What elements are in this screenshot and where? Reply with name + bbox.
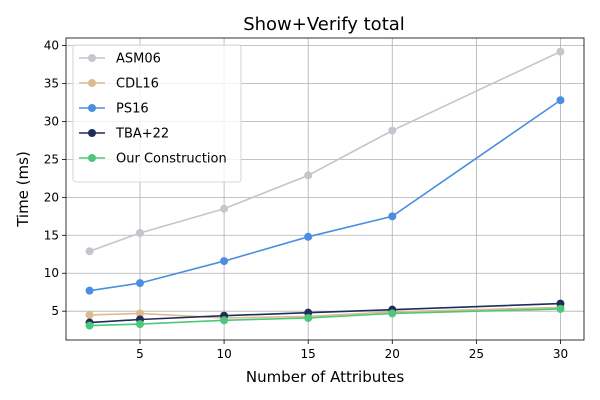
y-tick-label: 25 [44, 152, 59, 166]
series-line-tba-22 [89, 302, 561, 324]
y-tick-label: 30 [44, 114, 59, 128]
y-tick-label: 20 [44, 190, 59, 204]
y-axis-label: Time (ms) [14, 151, 32, 228]
legend-item: CDL16 [79, 77, 159, 92]
legend-item: TBA+22 [79, 127, 169, 142]
data-point-ps16 [136, 279, 144, 288]
x-tick-label: 5 [136, 347, 144, 361]
series-line-ps16 [89, 99, 561, 292]
data-point-ps16 [85, 286, 94, 295]
data-point-our-construction [85, 321, 94, 330]
data-point-cdl16 [136, 309, 144, 318]
data-point-asm06 [220, 204, 229, 213]
x-tick-label: 10 [216, 347, 231, 361]
data-point-asm06 [556, 47, 565, 56]
data-point-asm06 [388, 126, 397, 135]
x-tick-label: 30 [553, 347, 568, 361]
legend-label: CDL16 [116, 77, 159, 92]
legend-marker [88, 79, 96, 87]
data-point-our-construction [556, 304, 565, 313]
series-line-asm06 [89, 50, 561, 252]
x-tick-label: 20 [385, 347, 400, 361]
legend-item: ASM06 [79, 52, 161, 67]
data-point-ps16 [304, 232, 313, 241]
legend-frame [72, 44, 242, 183]
legend-label: PS16 [116, 102, 149, 117]
y-tick-label: 5 [51, 304, 59, 318]
x-axis-label: Number of Attributes [246, 368, 404, 386]
legend-marker [88, 54, 96, 62]
legend-label: ASM06 [116, 52, 161, 67]
series-layer [85, 47, 565, 330]
y-tick-label: 15 [44, 228, 59, 242]
data-point-asm06 [136, 229, 144, 238]
legend-item: Our Construction [79, 152, 227, 167]
legend-marker [88, 154, 96, 162]
series-ps16 [85, 96, 565, 295]
data-point-our-construction [136, 320, 144, 329]
legend-label: TBA+22 [115, 127, 169, 142]
legend-label: Our Construction [116, 152, 227, 167]
data-point-ps16 [388, 212, 397, 221]
data-point-our-construction [388, 309, 397, 318]
data-point-asm06 [304, 171, 313, 180]
x-tick-label: 25 [469, 347, 484, 361]
legend-marker [88, 129, 96, 137]
data-point-our-construction [220, 316, 229, 325]
y-tick-label: 35 [44, 77, 59, 91]
legend: ASM06 CDL16 PS16 TBA+22 Our Construction [72, 44, 242, 183]
data-point-cdl16 [85, 310, 94, 319]
y-tick-label: 40 [44, 39, 59, 53]
legend-marker [88, 104, 96, 112]
y-tick-label: 10 [44, 266, 59, 280]
x-axis-ticks: 5 10 15 20 25 30 [136, 340, 568, 361]
data-point-ps16 [556, 96, 565, 105]
chart-title: Show+Verify total [243, 14, 405, 35]
series-line-cdl16 [89, 306, 561, 319]
data-point-our-construction [304, 313, 313, 322]
series-our-construction [85, 304, 565, 330]
data-point-ps16 [220, 257, 229, 266]
series-asm06 [85, 47, 565, 256]
plot-area-frame [65, 37, 585, 341]
legend-item: PS16 [79, 102, 149, 117]
y-axis-ticks: 5 10 15 20 25 30 35 40 [44, 39, 66, 318]
data-point-asm06 [85, 247, 94, 256]
x-tick-label: 15 [301, 347, 316, 361]
series-line-our-construction [89, 308, 561, 327]
